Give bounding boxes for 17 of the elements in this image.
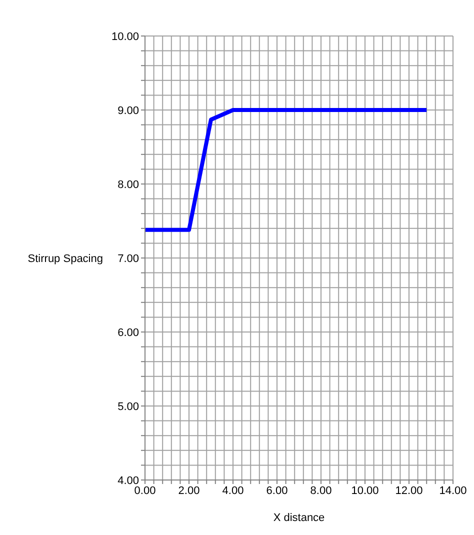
x-tick-label: 10.00 [351,484,379,497]
x-tick-label: 12.00 [395,484,423,497]
x-tick-label: 14.00 [439,484,467,497]
x-axis-title: X distance [273,512,325,524]
y-tick-label: 4.00 [118,474,139,487]
y-tick-label: 9.00 [118,104,139,117]
y-axis-title: Stirrup Spacing [28,252,103,265]
y-tick-label: 6.00 [118,326,139,339]
x-tick-label: 6.00 [266,484,288,497]
y-tick-label: 10.00 [111,30,139,43]
x-tick-label: 0.00 [134,484,156,497]
x-tick-label: 2.00 [178,484,200,497]
y-tick-label: 5.00 [118,400,139,413]
x-tick-label: 8.00 [310,484,332,497]
y-tick-label: 8.00 [118,178,139,191]
y-tick-label: 7.00 [118,252,139,265]
x-tick-label: 4.00 [222,484,244,497]
